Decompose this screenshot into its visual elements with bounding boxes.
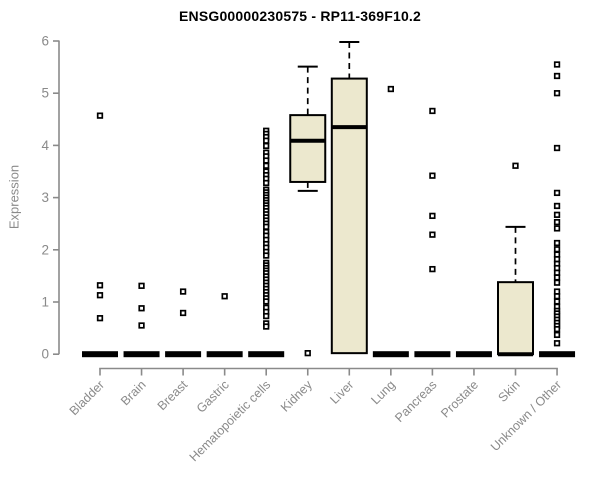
outlier-point bbox=[553, 218, 561, 226]
outlier-point bbox=[387, 85, 394, 93]
outlier-point bbox=[304, 350, 311, 357]
collapsed-box-bar bbox=[414, 351, 451, 358]
outlier-point bbox=[553, 246, 561, 253]
outlier-point bbox=[221, 293, 228, 300]
outlier-point bbox=[553, 189, 561, 197]
y-tick-label: 4 bbox=[41, 138, 49, 153]
box bbox=[330, 77, 368, 355]
outlier-point bbox=[553, 274, 561, 281]
outlier-point bbox=[553, 340, 561, 347]
x-tick-label: Bladder bbox=[67, 378, 107, 418]
collapsed-box-bar bbox=[82, 351, 118, 358]
outlier-point bbox=[429, 172, 436, 179]
collapsed-box-bar bbox=[165, 351, 202, 358]
collapsed-box-bar bbox=[206, 351, 243, 358]
y-tick-label: 3 bbox=[41, 190, 49, 205]
outlier-point bbox=[263, 298, 270, 305]
outlier-point bbox=[263, 252, 270, 259]
y-tick-label: 2 bbox=[41, 242, 49, 257]
y-tick-label: 6 bbox=[41, 34, 49, 49]
y-tick-label: 1 bbox=[41, 295, 49, 310]
outlier-point bbox=[553, 225, 561, 232]
collapsed-box-bar bbox=[539, 351, 576, 358]
x-tick-label: Breast bbox=[155, 377, 191, 413]
outlier-point bbox=[553, 298, 561, 305]
outlier-point bbox=[138, 305, 145, 312]
y-axis-label: Expression bbox=[6, 164, 22, 230]
outlier-point bbox=[179, 309, 187, 317]
outlier-point bbox=[263, 312, 270, 320]
outlier-point bbox=[96, 112, 104, 119]
outlier-point bbox=[263, 179, 270, 187]
outlier-point bbox=[553, 331, 561, 339]
y-tick-label: 0 bbox=[41, 347, 49, 362]
outlier-point bbox=[429, 212, 436, 220]
x-tick-label: Gastric bbox=[194, 378, 232, 416]
outlier-point bbox=[263, 162, 270, 169]
x-tick-label: Skin bbox=[496, 378, 523, 405]
x-tick-label: Pancreas bbox=[392, 378, 439, 425]
collapsed-box-bar bbox=[123, 351, 160, 358]
outlier-point bbox=[553, 325, 561, 333]
outlier-point bbox=[553, 72, 561, 80]
outlier-point bbox=[263, 142, 270, 150]
collapsed-box-bar bbox=[248, 351, 285, 358]
outlier-point bbox=[553, 293, 561, 300]
x-tick-label: Prostate bbox=[438, 378, 481, 421]
outlier-point bbox=[553, 144, 561, 152]
outlier-point bbox=[138, 322, 145, 329]
outlier-point bbox=[96, 315, 104, 322]
outlier-point bbox=[96, 282, 104, 289]
outlier-point bbox=[263, 137, 270, 144]
outlier-point bbox=[553, 90, 561, 97]
outlier-point bbox=[429, 231, 436, 238]
outlier-point bbox=[553, 279, 561, 286]
y-tick-label: 5 bbox=[41, 86, 49, 101]
outlier-point bbox=[138, 282, 145, 289]
outlier-point bbox=[553, 211, 561, 218]
outlier-point bbox=[179, 288, 187, 295]
x-tick-label: Unknown / Other bbox=[488, 378, 564, 454]
collapsed-box-bar bbox=[372, 351, 409, 358]
x-tick-label: Liver bbox=[327, 378, 356, 407]
outlier-point bbox=[553, 61, 561, 68]
outlier-point bbox=[263, 323, 270, 330]
outlier-point bbox=[263, 157, 270, 164]
x-tick-label: Kidney bbox=[278, 377, 315, 414]
chart-title: ENSG00000230575 - RP11-369F10.2 bbox=[178, 8, 422, 24]
outlier-point bbox=[96, 292, 104, 299]
outlier-point bbox=[429, 107, 436, 115]
outlier-point bbox=[553, 202, 561, 210]
outlier-point bbox=[553, 239, 561, 247]
x-tick-label: Lung bbox=[368, 378, 398, 408]
outlier-point bbox=[429, 265, 436, 273]
outlier-point bbox=[263, 223, 270, 230]
x-tick-label: Hematopoietic cells bbox=[187, 378, 274, 465]
x-tick-label: Brain bbox=[118, 378, 149, 409]
box bbox=[289, 114, 327, 183]
collapsed-box-bar bbox=[455, 351, 492, 358]
outlier-point bbox=[512, 162, 519, 169]
box bbox=[497, 281, 534, 356]
